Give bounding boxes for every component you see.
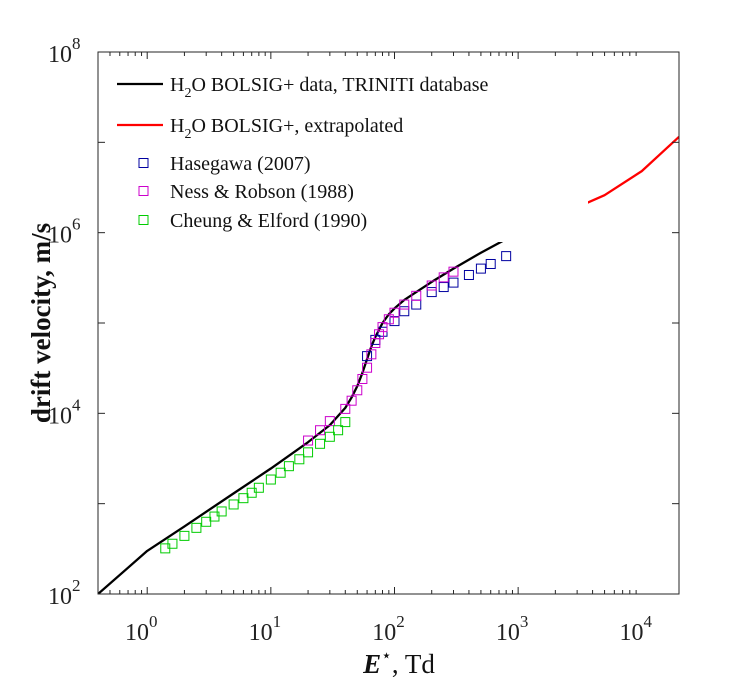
data-point-2-10 <box>475 263 486 274</box>
y-tick-label: 108 <box>48 34 81 68</box>
data-point-3-5 <box>352 385 363 396</box>
data-point-3-10 <box>374 329 385 340</box>
data-point-2-7 <box>438 282 449 293</box>
data-point-3-14 <box>399 299 410 310</box>
legend-swatch-4 <box>138 215 149 225</box>
data-point-4-11 <box>265 474 276 485</box>
data-point-4-4 <box>201 516 212 527</box>
data-point-4-15 <box>303 447 314 458</box>
data-point-3-16 <box>426 280 437 291</box>
legend-swatch-3 <box>138 186 149 196</box>
legend: H2O BOLSIG+ data, TRINITI database H2O BO… <box>110 60 588 242</box>
data-point-3-6 <box>357 373 368 384</box>
data-point-2-3 <box>389 316 400 327</box>
x-tick-label: 101 <box>249 612 282 646</box>
x-tick-label: 102 <box>372 612 405 646</box>
data-point-4-16 <box>315 438 326 449</box>
x-tick-label: 103 <box>496 612 529 646</box>
data-point-4-14 <box>294 454 305 465</box>
data-point-4-2 <box>179 530 190 541</box>
legend-label-0: H2O BOLSIG+ data, TRINITI database <box>170 74 489 101</box>
data-point-4-9 <box>246 487 257 498</box>
data-point-2-9 <box>463 269 474 280</box>
data-point-4-1 <box>167 538 178 549</box>
legend-label-3: Ness & Robson (1988) <box>170 181 354 203</box>
data-point-3-17 <box>438 272 449 283</box>
data-point-2-11 <box>485 258 496 269</box>
y-tick-label: 102 <box>48 576 81 610</box>
data-point-3-1 <box>315 425 326 436</box>
data-point-4-13 <box>283 461 294 472</box>
data-point-3-12 <box>383 314 394 325</box>
legend-label-4: Cheung & Elford (1990) <box>170 210 367 232</box>
data-point-4-5 <box>209 511 220 522</box>
data-point-4-12 <box>275 467 286 478</box>
data-point-3-15 <box>411 290 422 301</box>
x-tick-label: 104 <box>620 612 653 646</box>
data-point-3-4 <box>346 395 357 406</box>
data-point-3-7 <box>362 362 373 373</box>
data-point-2-4 <box>399 306 410 317</box>
data-point-3-0 <box>303 435 314 446</box>
y-axis-label: drift velocity, m/s <box>26 223 56 423</box>
data-point-4-8 <box>238 493 249 504</box>
legend-label-2: Hasegawa (2007) <box>170 153 311 175</box>
data-point-4-18 <box>333 425 344 436</box>
data-point-3-18 <box>448 266 459 277</box>
legend-label-1: H2O BOLSIG+, extrapolated <box>170 115 403 142</box>
data-point-2-12 <box>501 251 512 262</box>
data-point-3-2 <box>324 416 335 427</box>
x-tick-label: 100 <box>125 612 158 646</box>
data-point-3-8 <box>366 349 377 360</box>
data-point-4-7 <box>228 499 239 510</box>
data-point-4-19 <box>340 417 351 428</box>
data-point-3-11 <box>377 322 388 333</box>
data-point-3-13 <box>389 307 400 318</box>
legend-background <box>110 60 588 242</box>
x-axis-label: E⋆, Td <box>362 646 435 679</box>
data-point-4-17 <box>324 431 335 442</box>
data-point-4-6 <box>216 506 227 517</box>
data-point-2-5 <box>411 299 422 310</box>
data-point-2-8 <box>448 277 459 288</box>
data-point-4-3 <box>191 522 202 533</box>
data-point-2-6 <box>426 287 437 298</box>
data-point-4-10 <box>253 482 264 493</box>
data-point-3-3 <box>340 403 351 414</box>
legend-swatch-2 <box>138 158 149 168</box>
